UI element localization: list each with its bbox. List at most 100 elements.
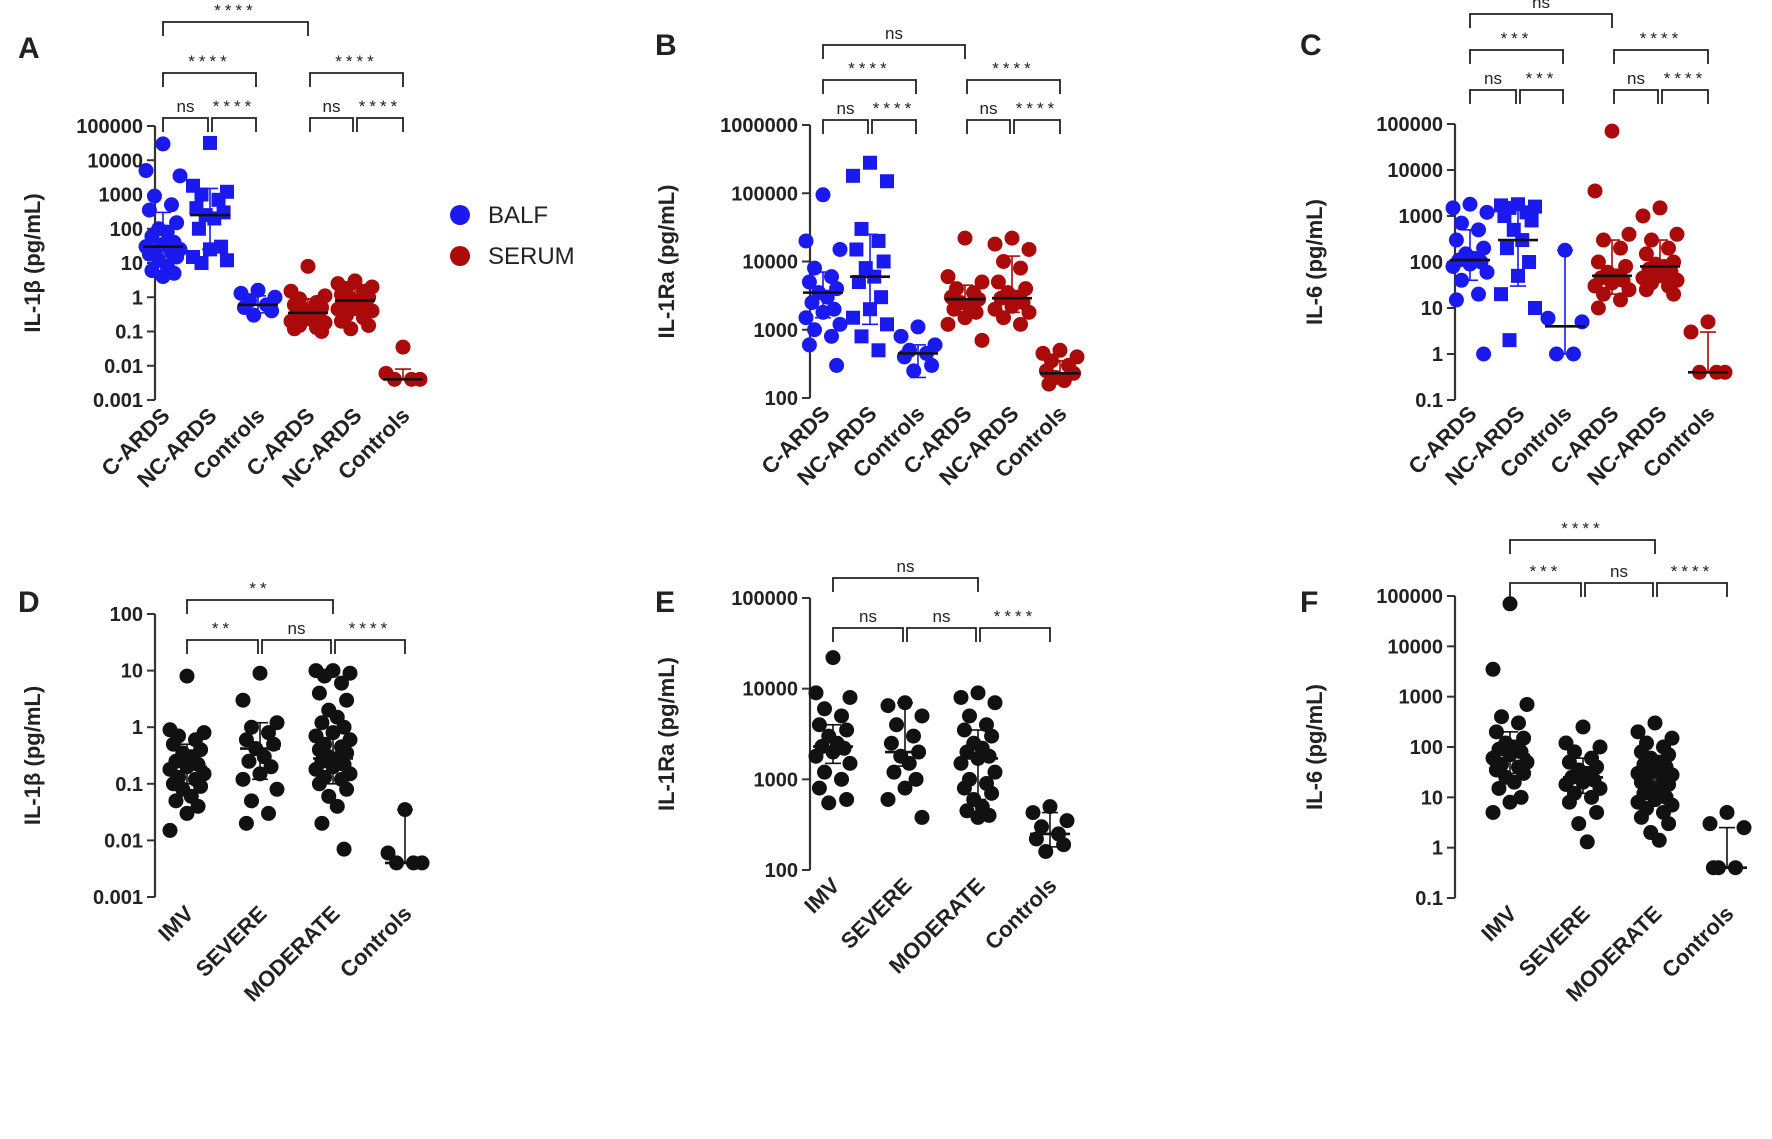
panel-b: B 1000000 100000 10000 1000 100 IL-1Ra (pg/mL)… <box>654 24 1085 490</box>
data-point <box>1499 241 1514 256</box>
data-point <box>1519 696 1535 712</box>
data-point <box>1584 789 1599 805</box>
data-point <box>1613 240 1628 256</box>
data-point <box>1056 837 1072 853</box>
y-tick-label: 10000 <box>1387 636 1443 658</box>
significance-label: **** <box>1664 69 1706 88</box>
x-tick-label: Controls <box>335 901 417 983</box>
significance-bracket: **** <box>309 52 404 87</box>
data-point <box>984 728 1000 744</box>
y-tick-label: 1 <box>132 287 143 309</box>
data-point <box>1479 264 1495 280</box>
data-point <box>314 815 330 831</box>
data-point <box>250 282 266 298</box>
significance-label: **** <box>994 607 1036 626</box>
bracket-line <box>1584 582 1654 597</box>
significance-bracket: **** <box>1013 99 1061 134</box>
significance-label: ns <box>897 557 915 576</box>
data-point <box>1485 661 1501 677</box>
group-0 <box>808 650 858 811</box>
bracket-line <box>966 119 1011 134</box>
data-point <box>300 258 316 274</box>
data-point <box>940 269 956 285</box>
data-point <box>317 668 332 684</box>
data-point <box>1621 282 1637 298</box>
data-point <box>1488 724 1504 740</box>
data-point <box>1494 709 1509 725</box>
significance-bracket: **** <box>1656 562 1728 597</box>
data-point <box>1652 200 1668 216</box>
bracket-line <box>186 639 259 654</box>
y-tick-label: 10 <box>121 253 143 275</box>
y-tick-label: 10 <box>1421 298 1443 320</box>
bracket-line <box>822 79 917 94</box>
data-point <box>914 809 930 825</box>
data-point <box>871 233 886 248</box>
significance-label: **** <box>848 59 890 78</box>
data-point <box>1575 719 1591 735</box>
y-tick-label: 0.01 <box>104 356 143 378</box>
bracket-line <box>1613 89 1659 104</box>
group-5 <box>378 339 428 387</box>
group-1 <box>1558 719 1608 850</box>
significance-label: ns <box>323 97 341 116</box>
data-point <box>834 708 849 724</box>
y-tick-label: 10000 <box>87 150 143 172</box>
data-point <box>808 685 824 701</box>
data-point <box>336 841 352 857</box>
significance-label: ** <box>249 579 270 598</box>
data-point <box>821 795 837 811</box>
panel-letter: F <box>1300 586 1318 619</box>
data-point <box>1445 258 1461 274</box>
data-point <box>897 780 913 796</box>
significance-label: ns <box>933 607 951 626</box>
group-5 <box>1683 314 1733 380</box>
data-point <box>807 260 822 276</box>
group-2 <box>1540 242 1590 362</box>
data-point <box>155 136 171 152</box>
data-point <box>334 675 349 691</box>
data-point <box>339 781 355 797</box>
group-4 <box>987 230 1037 332</box>
data-point <box>815 187 831 203</box>
data-point <box>1579 834 1595 850</box>
y-tick-label: 100 <box>765 388 798 410</box>
data-point <box>264 303 280 319</box>
y-tick-label: 1000 <box>754 320 799 342</box>
y-axis-label: IL-1β (pg/mL) <box>20 686 45 825</box>
data-point <box>1059 813 1075 829</box>
data-point <box>801 337 817 353</box>
data-point <box>1669 226 1685 242</box>
bracket-line <box>1519 89 1564 104</box>
significance-label: **** <box>213 97 255 116</box>
data-point <box>1491 780 1507 796</box>
data-point <box>1604 275 1620 291</box>
y-tick-label: 0.1 <box>1415 888 1443 910</box>
group-4 <box>1635 200 1685 302</box>
data-point <box>1540 310 1556 326</box>
y-tick-label: 10000 <box>1387 160 1443 182</box>
bracket-line <box>162 72 257 87</box>
bracket-line <box>1469 49 1564 64</box>
data-point <box>1462 196 1478 212</box>
data-point <box>203 135 217 150</box>
data-point <box>1034 819 1049 835</box>
data-point <box>824 269 839 285</box>
significance-bracket: **** <box>162 1 309 36</box>
bracket-line <box>822 119 869 134</box>
significance-label: **** <box>349 619 391 638</box>
data-point <box>1630 724 1646 740</box>
x-tick-label: Controls <box>980 873 1062 955</box>
data-point <box>252 665 268 681</box>
data-point <box>880 791 896 807</box>
y-axis-label: IL-6 (pg/mL) <box>1302 684 1327 810</box>
y-tick-label: 0.1 <box>1415 390 1443 412</box>
y-tick-label: 1 <box>1432 838 1443 860</box>
x-tick-label: IMV <box>1476 901 1522 947</box>
data-point <box>1613 292 1628 308</box>
significance-bracket: *** <box>1519 69 1564 104</box>
data-point <box>203 242 217 257</box>
data-point <box>908 771 924 787</box>
significance-bracket: ns <box>832 607 904 642</box>
